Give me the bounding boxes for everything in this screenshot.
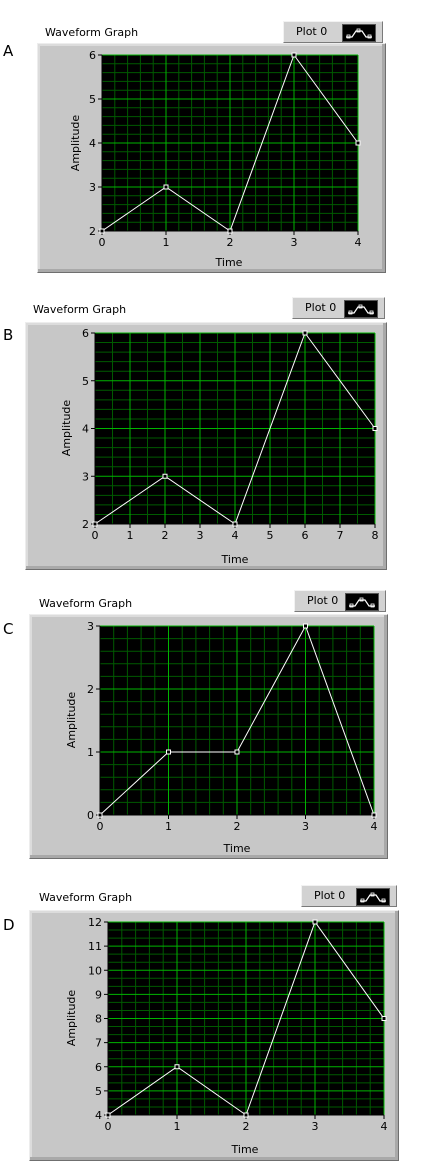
x-tick-label: 4 <box>381 1120 388 1133</box>
data-point <box>302 330 308 336</box>
x-tick-label: 0 <box>92 529 99 542</box>
plot-legend-a[interactable]: Plot 0 <box>283 21 383 43</box>
option-letter-b: B <box>3 326 14 344</box>
data-point <box>303 623 308 629</box>
y-tick-label: 12 <box>88 916 102 929</box>
x-tick-label: 2 <box>243 1120 250 1133</box>
x-tick-label: 1 <box>163 236 170 249</box>
x-tick-label: 2 <box>234 820 241 833</box>
x-tick-label: 2 <box>162 529 169 542</box>
y-tick-label: 3 <box>89 181 96 194</box>
data-point <box>163 184 169 190</box>
graph-title-a: Waveform Graph <box>45 26 139 39</box>
y-tick-label: 6 <box>95 1061 102 1074</box>
data-point <box>291 52 297 58</box>
x-tick-label: 8 <box>372 529 379 542</box>
y-tick-label: 4 <box>89 137 96 150</box>
y-tick-label: 7 <box>95 1037 102 1050</box>
x-tick-label: 1 <box>127 529 134 542</box>
data-point <box>227 228 233 234</box>
y-axis-label: Amplitude <box>69 115 82 172</box>
data-point <box>355 140 361 146</box>
data-point <box>381 1016 387 1021</box>
data-point <box>234 749 240 755</box>
y-tick-label: 5 <box>82 375 89 388</box>
y-tick-label: 10 <box>88 964 102 977</box>
data-point <box>243 1112 249 1118</box>
x-tick-label: 5 <box>267 529 274 542</box>
plot-legend-c[interactable]: Plot 0 <box>294 590 386 612</box>
x-axis-label: Time <box>223 842 251 855</box>
data-point <box>99 228 105 234</box>
y-axis-label: Amplitude <box>65 990 78 1047</box>
y-tick-label: 4 <box>82 423 89 436</box>
y-tick-label: 5 <box>89 93 96 106</box>
x-tick-label: 3 <box>312 1120 319 1133</box>
x-axis-label: Time <box>215 256 243 269</box>
x-tick-label: 7 <box>337 529 344 542</box>
x-tick-label: 0 <box>105 1120 112 1133</box>
x-tick-label: 3 <box>197 529 204 542</box>
x-tick-label: 1 <box>174 1120 181 1133</box>
x-tick-label: 6 <box>302 529 309 542</box>
y-tick-label: 3 <box>87 620 94 633</box>
graph-title-c: Waveform Graph <box>39 597 133 610</box>
plot-line-style-icon[interactable] <box>342 24 376 42</box>
y-tick-label: 11 <box>88 940 102 953</box>
x-axis-label: Time <box>231 1143 259 1156</box>
plot-line-style-icon[interactable] <box>345 593 379 611</box>
data-point <box>371 812 377 818</box>
y-tick-label: 2 <box>82 518 89 531</box>
x-tick-label: 0 <box>99 236 106 249</box>
data-point <box>372 426 378 431</box>
y-tick-label: 6 <box>89 49 96 62</box>
plot-line-style-icon[interactable] <box>356 888 390 906</box>
legend-label-c: Plot 0 <box>307 594 339 607</box>
y-axis-label: Amplitude <box>65 692 78 749</box>
x-tick-label: 4 <box>371 820 378 833</box>
data-point <box>105 1112 111 1118</box>
data-point <box>174 1064 180 1070</box>
waveform-graph-b: 0 1 2 3 4 5 6 7 8 2 3 4 5 6 Time Amplitude <box>60 327 379 566</box>
data-point <box>92 521 98 527</box>
data-point <box>162 473 168 479</box>
option-letter-d: D <box>3 916 15 934</box>
legend-label-d: Plot 0 <box>314 889 346 902</box>
x-axis-label: Time <box>221 553 249 566</box>
plot-legend-b[interactable]: Plot 0 <box>292 297 385 319</box>
x-tick-label: 4 <box>232 529 239 542</box>
y-tick-label: 2 <box>89 225 96 238</box>
waveform-graph-c: 0 1 2 3 4 0 1 2 3 Time Amplitude <box>65 620 378 855</box>
graph-title-d: Waveform Graph <box>39 891 133 904</box>
legend-label-b: Plot 0 <box>305 301 337 314</box>
option-letter-a: A <box>3 42 14 60</box>
legend-label-a: Plot 0 <box>296 25 328 38</box>
x-tick-label: 3 <box>302 820 309 833</box>
y-tick-label: 9 <box>95 988 102 1001</box>
data-point <box>166 749 171 755</box>
y-axis-label: Amplitude <box>60 400 73 457</box>
y-tick-label: 2 <box>87 683 94 696</box>
y-tick-label: 0 <box>87 809 94 822</box>
option-letter-c: C <box>3 620 14 638</box>
y-tick-label: 5 <box>95 1085 102 1098</box>
y-tick-label: 8 <box>95 1013 102 1026</box>
x-tick-label: 2 <box>227 236 234 249</box>
plot-legend-d[interactable]: Plot 0 <box>301 885 397 907</box>
x-tick-label: 4 <box>355 236 362 249</box>
x-tick-label: 3 <box>291 236 298 249</box>
waveform-graph-a: 0 1 2 3 4 2 3 4 5 6 Time Amplitude <box>69 49 362 269</box>
x-tick-label: 0 <box>97 820 104 833</box>
y-tick-label: 3 <box>82 470 89 483</box>
graph-title-b: Waveform Graph <box>33 303 127 316</box>
y-tick-label: 4 <box>95 1109 102 1122</box>
data-point <box>232 521 238 527</box>
plot-line-style-icon[interactable] <box>344 300 378 318</box>
data-point <box>97 812 103 818</box>
x-tick-label: 1 <box>165 820 172 833</box>
y-tick-label: 1 <box>87 746 94 759</box>
y-tick-label: 6 <box>82 327 89 340</box>
data-point <box>312 919 318 925</box>
